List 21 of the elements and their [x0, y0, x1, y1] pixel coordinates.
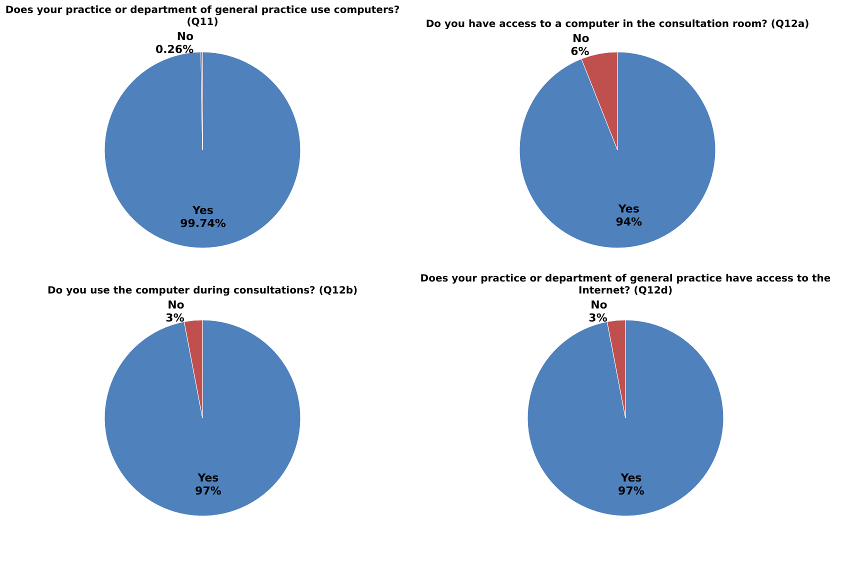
slice-label: No — [572, 32, 590, 46]
chart-title: Does your practice or department of general practice have access to the Internet? (Q12d) — [420, 274, 831, 297]
slice-label: No — [590, 298, 608, 312]
pie-slice — [104, 52, 301, 248]
slice-label: Yes — [196, 471, 220, 484]
data-label: 97% — [618, 484, 644, 498]
slice-label: Yes — [620, 471, 642, 484]
chart-title: Do you have access to a computer in the consultation room? (Q12a) — [426, 19, 810, 30]
data-label: 0.26% — [155, 43, 194, 56]
data-label: 6% — [570, 45, 590, 58]
data-label: 3% — [166, 312, 184, 325]
chart-title: Does your practice or department of general practice use computers? (Q11) — [5, 5, 400, 28]
slice-label: No — [168, 298, 185, 312]
data-label: 3% — [588, 312, 608, 325]
data-label: 94% — [616, 216, 642, 229]
chart-title: Do you use the computer during consultations? (Q12b) — [47, 286, 358, 297]
slice-label: Yes — [192, 204, 214, 217]
slice-label: Yes — [617, 202, 640, 216]
data-label: 97% — [195, 484, 222, 498]
slice-label: No — [176, 30, 194, 44]
data-label: 99.74% — [180, 216, 226, 230]
